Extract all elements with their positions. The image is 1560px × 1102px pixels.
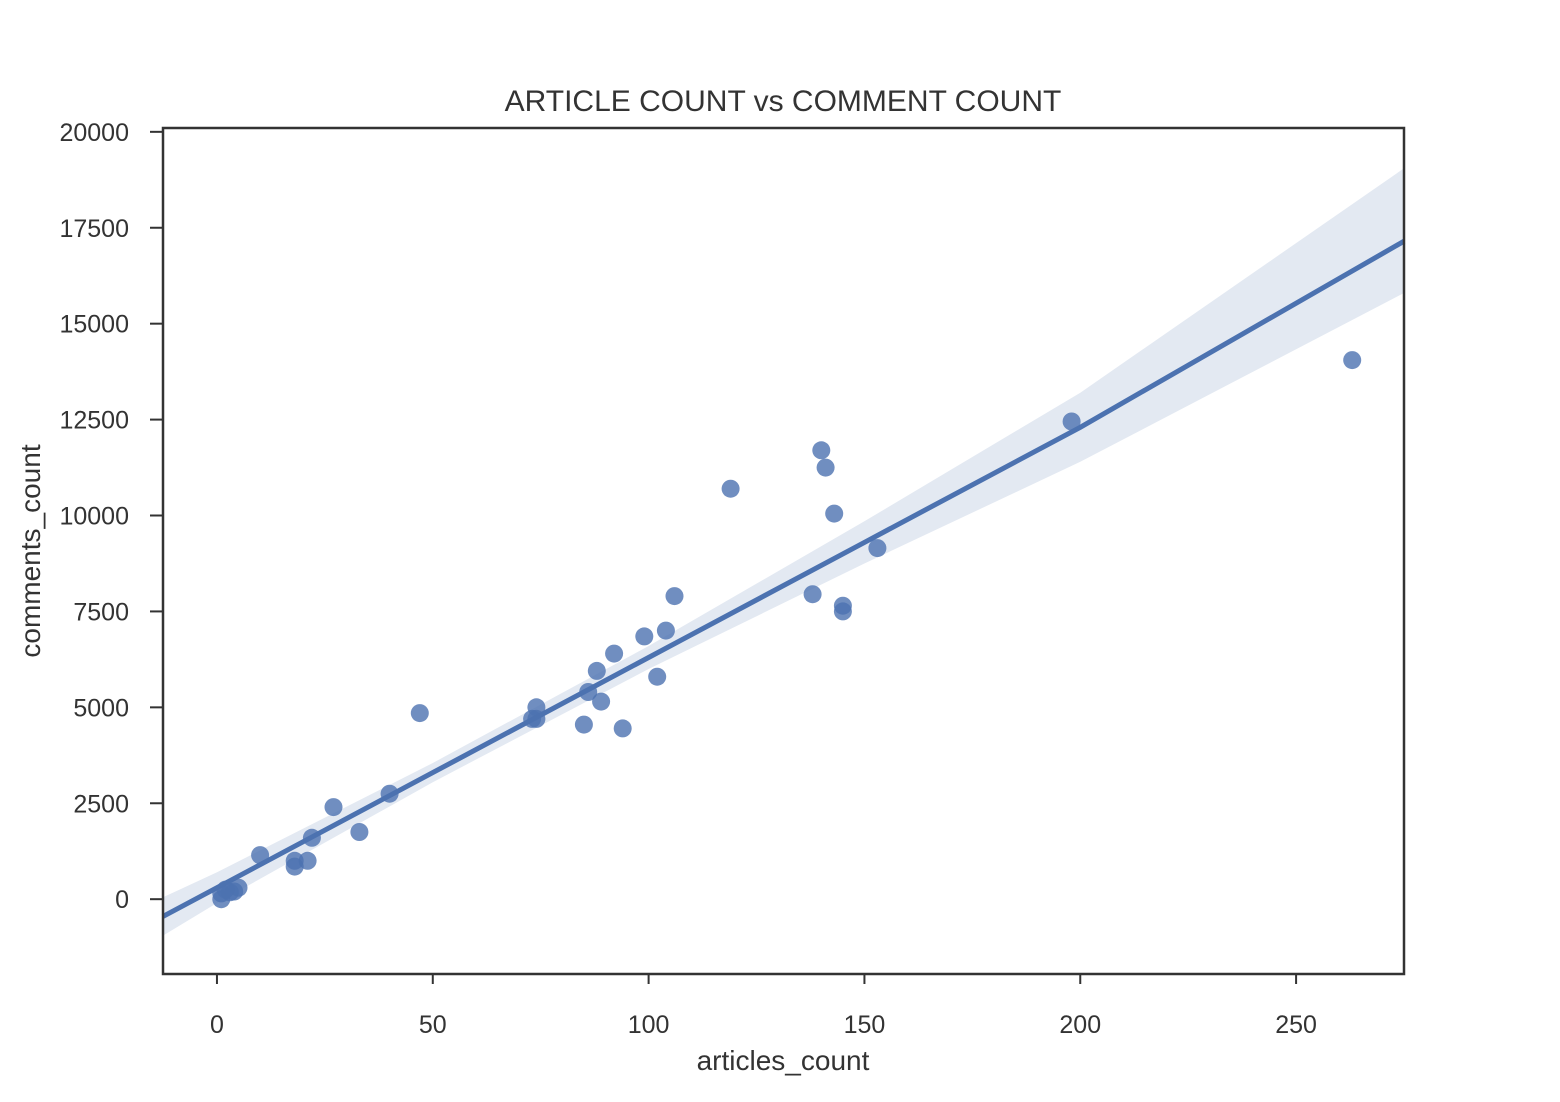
data-point <box>229 878 248 897</box>
data-point <box>574 715 593 734</box>
data-point <box>251 846 270 865</box>
data-point <box>635 627 654 646</box>
y-tick-label: 2500 <box>73 790 129 818</box>
data-point <box>613 719 632 738</box>
y-tick-label: 17500 <box>59 215 129 243</box>
y-tick-label: 12500 <box>59 407 129 435</box>
plot-area <box>161 168 1406 936</box>
data-point <box>665 587 684 606</box>
data-point <box>592 692 611 711</box>
x-tick-label: 100 <box>628 1011 670 1039</box>
data-point <box>868 539 887 558</box>
data-point <box>579 683 598 701</box>
data-point <box>605 644 624 663</box>
y-tick-label: 20000 <box>59 119 129 147</box>
confidence-band <box>163 168 1404 936</box>
y-tick-label: 7500 <box>73 598 129 626</box>
data-point <box>527 709 546 728</box>
data-point <box>833 602 852 621</box>
data-point <box>285 851 304 870</box>
x-axis-ticks: 0 50 100 150 200 250 <box>210 974 1317 1039</box>
data-point <box>350 823 369 841</box>
y-tick-label: 10000 <box>59 503 129 531</box>
data-point <box>816 458 835 477</box>
data-point <box>825 504 844 523</box>
chart-title: ARTICLE COUNT vs COMMENT COUNT <box>505 85 1062 118</box>
data-point <box>324 798 343 817</box>
data-point <box>648 667 667 686</box>
y-axis-label: comments_count <box>15 444 46 657</box>
x-tick-label: 150 <box>844 1011 886 1039</box>
data-point <box>812 441 831 460</box>
data-point <box>298 851 317 870</box>
data-point <box>656 621 675 640</box>
y-tick-label: 15000 <box>59 311 129 339</box>
data-point <box>1343 351 1362 370</box>
data-point <box>1062 412 1081 431</box>
data-point <box>721 479 740 498</box>
plot-frame <box>161 126 1406 976</box>
y-tick-label: 5000 <box>73 694 129 722</box>
points-layer <box>212 351 1362 909</box>
y-tick-label: 0 <box>115 886 129 914</box>
data-point <box>803 585 822 604</box>
x-tick-label: 200 <box>1059 1011 1101 1039</box>
x-axis-label: articles_count <box>697 1045 870 1076</box>
y-axis-ticks: 0 2500 5000 7500 10000 12500 15000 17500 20000 <box>59 119 163 914</box>
data-point <box>587 661 606 680</box>
data-point <box>410 704 429 723</box>
x-tick-label: 0 <box>210 1011 224 1039</box>
data-point <box>302 828 321 847</box>
x-tick-label: 250 <box>1275 1011 1317 1039</box>
x-tick-label: 50 <box>419 1011 447 1039</box>
data-point <box>380 784 399 803</box>
